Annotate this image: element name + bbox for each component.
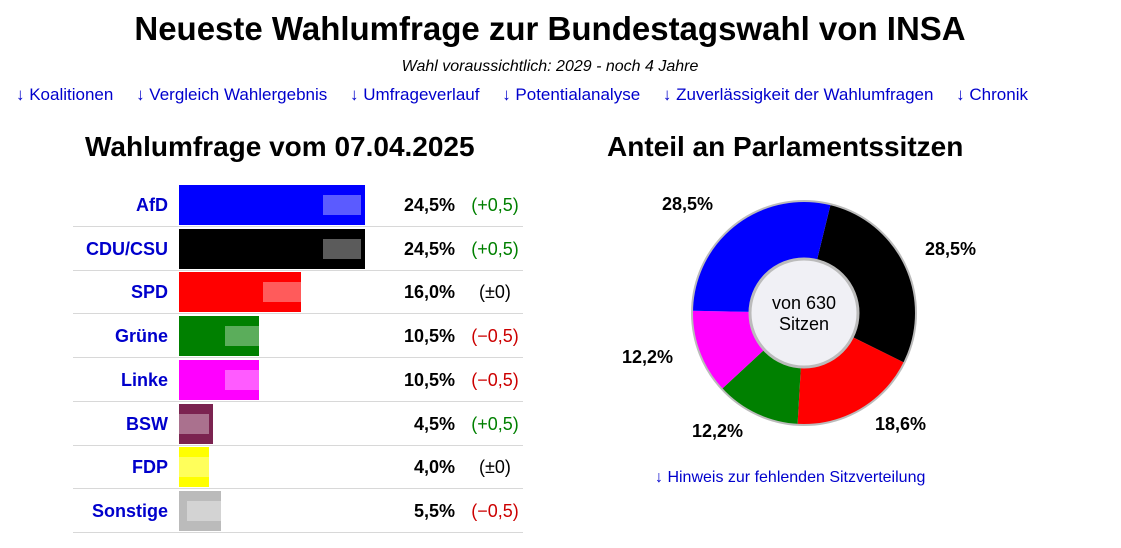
row-divider — [73, 444, 523, 446]
bar-row: Sonstige 5,5% (−0,5) — [73, 489, 523, 533]
party-label[interactable]: CDU/CSU — [85, 238, 168, 259]
nav-links: ↓ Koalitionen ↓ Vergleich Wahlergebnis ↓… — [16, 85, 1046, 105]
value-label: 24,5% — [403, 195, 455, 215]
bar — [179, 403, 214, 444]
nav-link-umfrageverlauf[interactable]: ↓ Umfrageverlauf — [350, 85, 480, 104]
nav-link-koalitionen[interactable]: ↓ Koalitionen — [16, 85, 114, 104]
change-label: (−0,5) — [471, 369, 519, 390]
previous-value-marker — [171, 457, 210, 478]
row-divider — [73, 400, 523, 402]
bar — [179, 272, 301, 313]
missing-seat-distribution-note-link[interactable]: ↓ Hinweis zur fehlenden Sitzverteilung — [655, 469, 926, 486]
party-label[interactable]: AfD — [136, 195, 168, 215]
change-label: (±0) — [479, 457, 511, 478]
bar — [179, 490, 221, 531]
pie-value-label-linke: 12,2% — [622, 347, 674, 367]
row-divider — [73, 269, 523, 271]
value-label: 16,0% — [403, 282, 455, 303]
pie-center-text: Sitzen — [779, 314, 829, 334]
party-label[interactable]: BSW — [126, 413, 168, 434]
change-label: (+0,5) — [471, 195, 519, 215]
bar-row: AfD 24,5% (+0,5) — [73, 183, 523, 227]
pie-value-label-spd: 18,6% — [875, 414, 927, 434]
page-subtitle: Wahl voraussichtlich: 2029 - noch 4 Jahr… — [401, 58, 699, 75]
previous-value-marker — [323, 238, 362, 259]
bar — [179, 185, 366, 225]
row-divider — [73, 226, 523, 227]
value-label: 10,5% — [403, 326, 455, 347]
nav-link-chronik[interactable]: ↓ Chronik — [956, 85, 1028, 104]
previous-value-marker — [323, 195, 362, 215]
party-label[interactable]: Sonstige — [91, 500, 168, 521]
change-label: (+0,5) — [471, 238, 519, 259]
party-label[interactable]: SPD — [130, 282, 168, 303]
bar-row: BSW 4,5% (+0,5) — [73, 402, 523, 446]
pie-value-label-gruene: 12,2% — [692, 421, 744, 441]
pie-center-hole — [748, 257, 860, 369]
bar — [179, 447, 210, 488]
nav-link-zuverlaessigkeit[interactable]: ↓ Zuverlässigkeit der Wahlumfragen — [662, 85, 934, 104]
bar-row: SPD 16,0% (±0) — [73, 270, 523, 315]
pie-value-label-cdu-csu: 28,5% — [925, 239, 977, 259]
nav-link-vergleich-wahlergebnis[interactable]: ↓ Vergleich Wahlergebnis — [136, 85, 328, 104]
bar — [179, 316, 259, 357]
row-divider — [73, 313, 523, 315]
bar — [179, 228, 366, 269]
pie-center-text: von 630 — [772, 293, 836, 313]
row-divider — [73, 531, 523, 533]
value-label: 10,5% — [403, 369, 455, 390]
pie-outline — [691, 200, 917, 426]
party-label[interactable]: Grüne — [114, 326, 168, 347]
nav-link-potentialanalyse[interactable]: ↓ Potentialanalyse — [502, 85, 641, 104]
row-divider — [73, 357, 523, 359]
value-label: 5,5% — [413, 500, 455, 521]
pie-value-label-afd: 28,5% — [662, 194, 714, 214]
poll-heading: Wahlumfrage vom 07.04.2025 — [85, 131, 475, 162]
row-divider — [73, 488, 523, 490]
bar-row: FDP 4,0% (±0) — [73, 445, 523, 490]
previous-value-marker — [262, 282, 301, 303]
change-label: (−0,5) — [471, 326, 519, 347]
change-label: (−0,5) — [471, 500, 519, 521]
bar-row: Grüne 10,5% (−0,5) — [73, 314, 523, 359]
bar — [179, 359, 259, 400]
bar-row: Linke 10,5% (−0,5) — [73, 358, 523, 402]
previous-value-marker — [224, 369, 263, 390]
bar-row: CDU/CSU 24,5% (+0,5) — [73, 227, 523, 271]
previous-value-marker — [171, 413, 210, 434]
value-label: 4,0% — [413, 457, 455, 478]
value-label: 24,5% — [403, 238, 455, 259]
page-title: Neueste Wahlumfrage zur Bundestagswahl v… — [134, 10, 966, 47]
change-label: (+0,5) — [471, 413, 519, 434]
seats-heading: Anteil an Parlamentssitzen — [607, 131, 964, 162]
previous-value-marker — [224, 326, 263, 347]
party-label[interactable]: FDP — [132, 457, 168, 478]
change-label: (±0) — [479, 282, 511, 303]
value-label: 4,5% — [413, 413, 455, 434]
party-label[interactable]: Linke — [120, 369, 168, 390]
previous-value-marker — [186, 500, 225, 521]
